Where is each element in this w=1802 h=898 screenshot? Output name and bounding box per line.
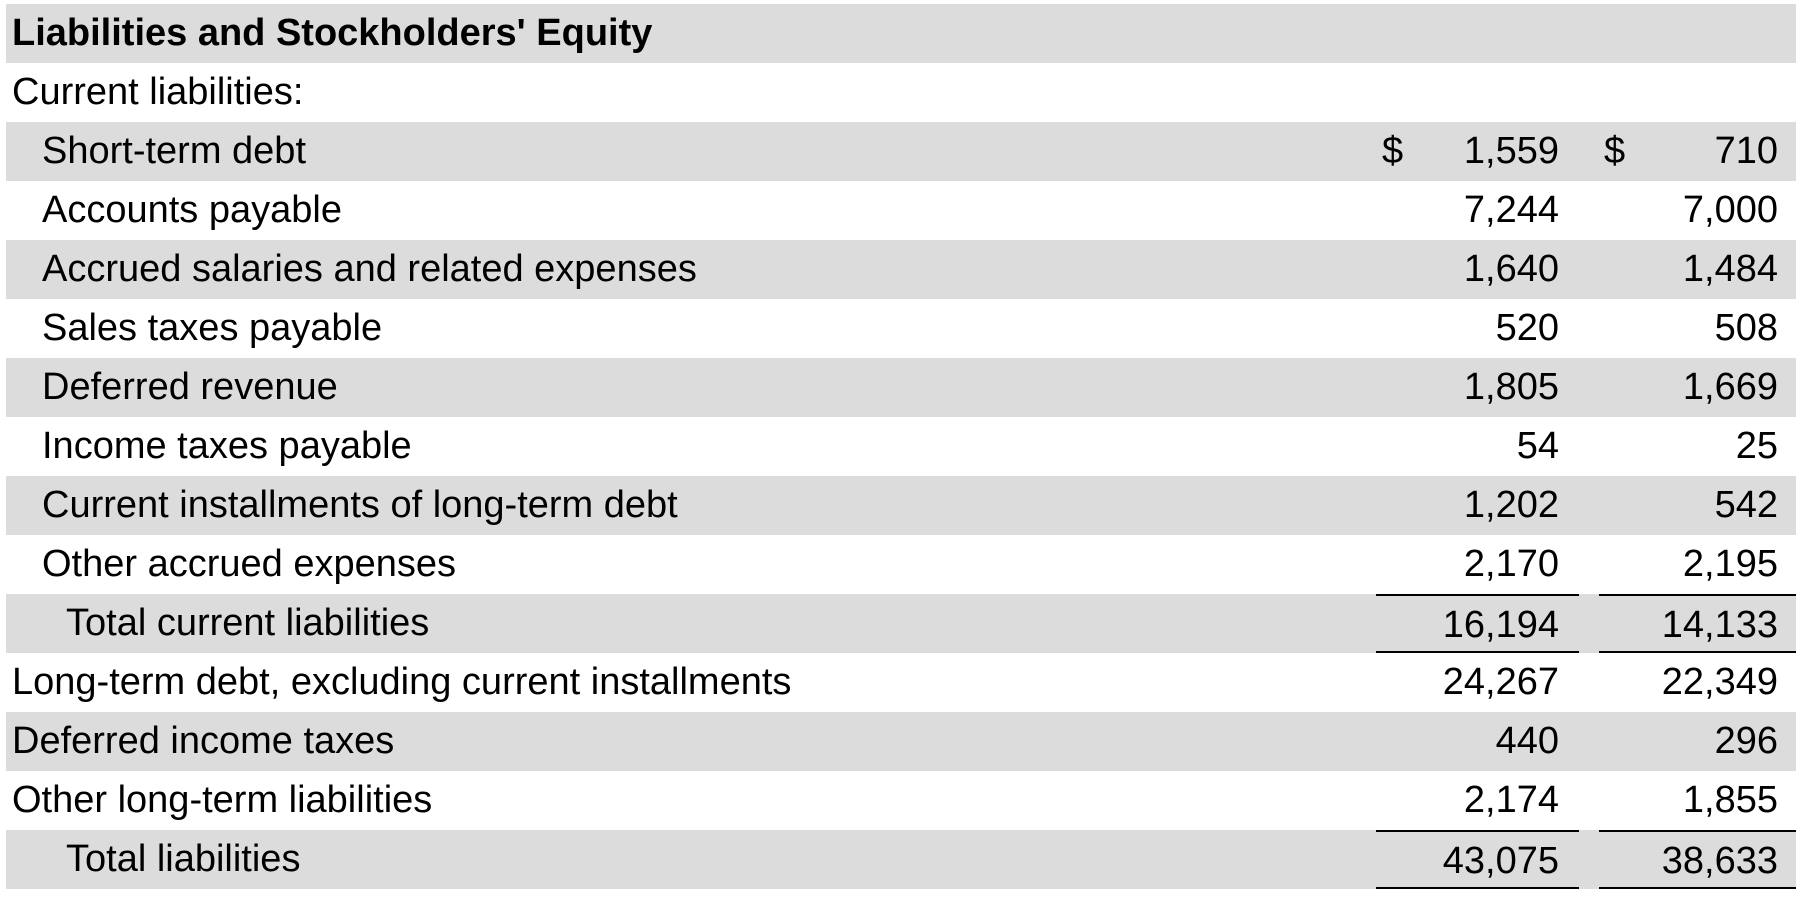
row-label: Short-term debt	[42, 130, 306, 172]
row-label: Other long-term liabilities	[12, 779, 433, 821]
row-label: Sales taxes payable	[42, 307, 383, 349]
table-row: Income taxes payable 54 25	[6, 417, 1796, 476]
row-label: Other accrued expenses	[42, 543, 457, 585]
liabilities-table: Liabilities and Stockholders' Equity Cur…	[6, 4, 1796, 889]
value-col1: 7,244	[1463, 189, 1559, 231]
value-col1: 24,267	[1442, 661, 1559, 703]
value-col2: 1,855	[1682, 779, 1778, 821]
value-col2: 296	[1714, 720, 1778, 762]
row-label: Deferred revenue	[42, 366, 338, 408]
row-label: Long-term debt, excluding current instal…	[12, 661, 792, 703]
value-col1: 2,174	[1463, 779, 1559, 821]
value-col2: 7,000	[1682, 189, 1778, 231]
row-label: Total liabilities	[66, 838, 301, 880]
table-row: Accounts payable 7,244 7,000	[6, 181, 1796, 240]
value-col1: 520	[1495, 307, 1559, 349]
section-heading-current-liabilities: Current liabilities:	[12, 71, 304, 113]
value-col2: 1,484	[1682, 248, 1778, 290]
table-row: Short-term debt $ 1,559 $ 710	[6, 122, 1796, 181]
value-col2: 38,633	[1599, 830, 1796, 889]
table-row: Deferred income taxes 440 296	[6, 712, 1796, 771]
row-label: Income taxes payable	[42, 425, 412, 467]
row-label: Accounts payable	[42, 189, 342, 231]
value-col2: 710	[1714, 130, 1778, 172]
table-row: Other accrued expenses 2,170 2,195	[6, 535, 1796, 594]
value-col2: 2,195	[1682, 543, 1778, 585]
table-row: Accrued salaries and related expenses 1,…	[6, 240, 1796, 299]
value-col1: 1,559	[1463, 130, 1559, 172]
subtotal-row: Total current liabilities 16,194 14,133	[6, 594, 1796, 653]
row-label: Total current liabilities	[66, 602, 430, 644]
value-col2: 14,133	[1599, 594, 1796, 653]
value-col2: 22,349	[1661, 661, 1778, 703]
table-row: Sales taxes payable 520 508	[6, 299, 1796, 358]
total-row: Total liabilities 43,075 38,633	[6, 830, 1796, 889]
row-label: Accrued salaries and related expenses	[42, 248, 697, 290]
value-col1: 1,805	[1463, 366, 1559, 408]
table-row: Other long-term liabilities 2,174 1,855	[6, 771, 1796, 830]
currency-symbol: $	[1604, 130, 1626, 172]
value-col2: 508	[1714, 307, 1778, 349]
value-col1: 440	[1495, 720, 1559, 762]
value-col1: 43,075	[1376, 830, 1579, 889]
section-heading-row: Current liabilities:	[6, 63, 1796, 122]
currency-symbol: $	[1382, 130, 1404, 172]
table-header-row: Liabilities and Stockholders' Equity	[6, 4, 1796, 63]
value-col1: 1,202	[1463, 484, 1559, 526]
table-title: Liabilities and Stockholders' Equity	[12, 12, 653, 54]
value-col2: 542	[1714, 484, 1778, 526]
value-col1: 16,194	[1376, 594, 1579, 653]
value-col1: 1,640	[1463, 248, 1559, 290]
table-row: Current installments of long-term debt 1…	[6, 476, 1796, 535]
value-col1: 2,170	[1463, 543, 1559, 585]
row-label: Current installments of long-term debt	[42, 484, 678, 526]
table-row: Deferred revenue 1,805 1,669	[6, 358, 1796, 417]
row-label: Deferred income taxes	[12, 720, 395, 762]
value-col2: 1,669	[1682, 366, 1778, 408]
table-row: Long-term debt, excluding current instal…	[6, 653, 1796, 712]
value-col1: 54	[1516, 425, 1559, 467]
value-col2: 25	[1735, 425, 1778, 467]
